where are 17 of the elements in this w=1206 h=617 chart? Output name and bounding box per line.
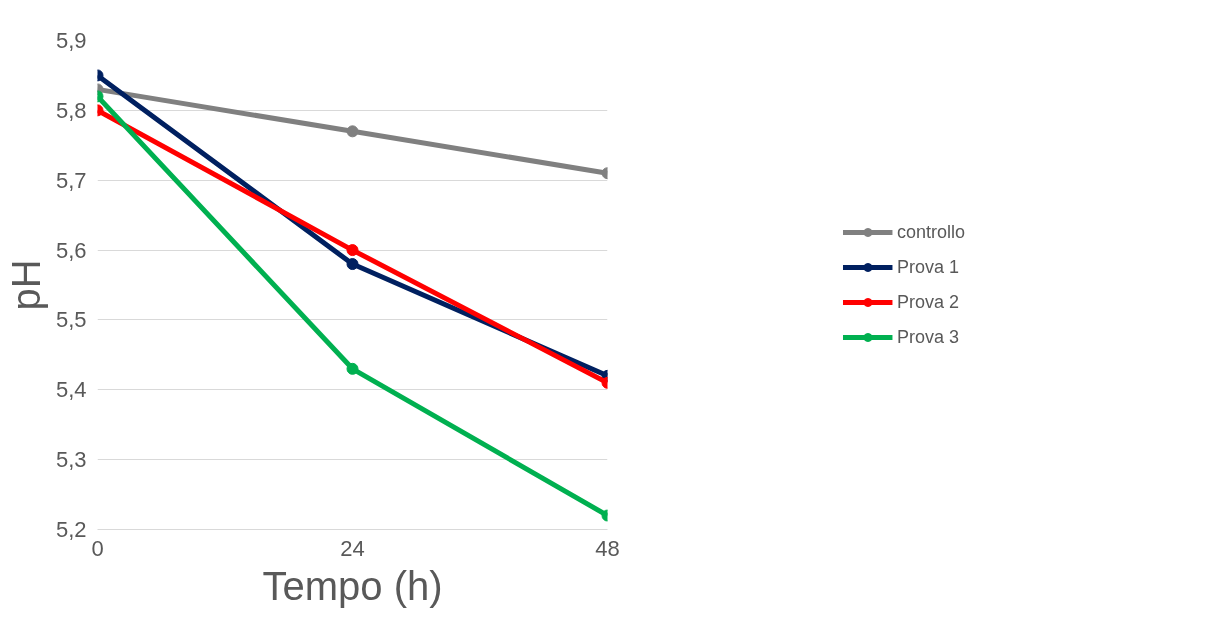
x-tick-label: 24 [340, 535, 365, 561]
y-tick-label: 5,2 [55, 517, 87, 542]
legend-label: controllo [896, 221, 966, 243]
legend-label: Prova 1 [896, 256, 960, 278]
x-tick-label: 48 [595, 535, 620, 561]
y-tick-label: 5,7 [55, 167, 87, 193]
legend-label: Prova 2 [896, 291, 960, 313]
x-axis-title: Tempo (h) [262, 563, 443, 608]
x-tick-label: 0 [91, 535, 104, 561]
y-tick-label: 5,3 [55, 447, 87, 473]
y-axis-title: pH [3, 259, 48, 311]
y-tick-label: 5,9 [55, 28, 87, 53]
y-tick-label: 5,6 [55, 237, 87, 263]
legend-label: Prova 3 [896, 326, 960, 348]
y-tick-label: 5,5 [55, 307, 87, 333]
y-tick-label: 5,4 [55, 377, 87, 403]
y-tick-label: 5,8 [55, 97, 87, 123]
